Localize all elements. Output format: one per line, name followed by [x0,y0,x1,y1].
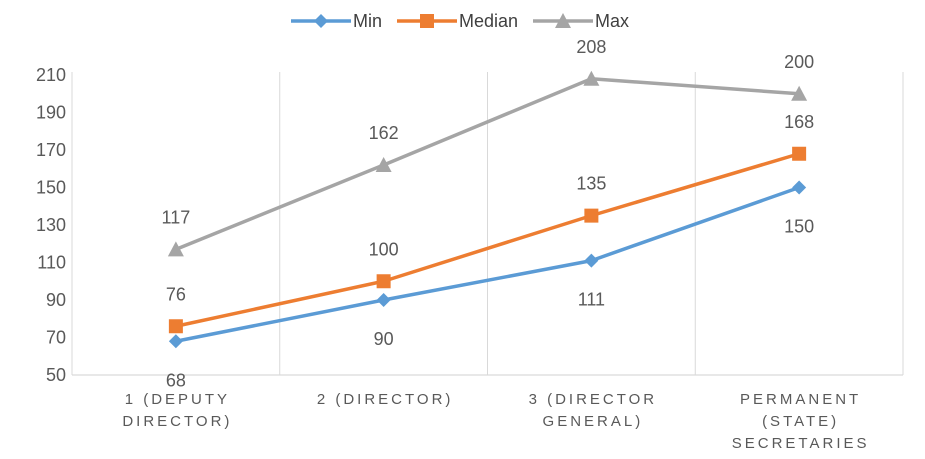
max-data-label: 162 [369,123,399,143]
max-series-line [175,77,800,251]
y-tick-label: 130 [36,215,66,235]
x-tick-label: PERMANENT (STATE) SECRETARIES [732,391,870,452]
y-tick-label: 90 [46,290,66,310]
median-series-line [175,152,800,328]
legend-max-label: Max [595,11,629,31]
legend-median-label: Median [459,11,518,31]
axes: 50 70 90 110 130 150 170 190 210 1 (DEPUTY DIRECTO… [36,65,903,452]
legend: Min Median Max [291,11,629,31]
max-data-point [583,70,600,86]
x-tick-label: 1 (DEPUTY DIRECTOR) [122,391,232,430]
min-series-line [175,185,800,343]
median-data-point [792,146,807,161]
max-data-label: 208 [576,37,606,57]
median-data-point [168,319,183,334]
min-data-point [376,293,391,307]
min-data-point [584,253,599,268]
min-data-label: 90 [374,329,394,349]
min-data-point [168,334,183,349]
median-data-point [584,208,599,223]
min-data-label: 68 [166,370,186,390]
x-tick-label: 3 (DIRECTOR GENERAL) [529,391,658,430]
y-tick-label: 210 [36,65,66,85]
y-tick-label: 50 [46,365,66,385]
y-tick-label: 150 [36,178,66,198]
max-data-label: 117 [162,207,191,227]
max-data-point [167,241,184,257]
min-data-point [792,180,807,195]
y-tick-label: 70 [46,328,66,348]
y-tick-label: 190 [36,103,66,123]
legend-min-marker [314,14,328,28]
data-labels: 68 90 111 150 76 100 135 168 117 162 208 200 [162,37,815,391]
y-tick-label: 110 [37,253,66,273]
median-data-label: 135 [576,174,606,194]
legend-max-marker [555,13,571,28]
median-data-point [376,274,391,289]
median-data-label: 100 [369,239,399,259]
x-tick-label: 2 (DIRECTOR) [317,391,454,408]
median-data-label: 168 [784,112,814,132]
max-data-point [791,85,808,101]
legend-min-label: Min [353,11,382,31]
y-tick-label: 170 [36,140,66,160]
series-layer [167,70,808,349]
median-data-label: 76 [166,284,186,304]
max-data-point [375,157,392,172]
max-data-label: 200 [784,52,814,72]
min-data-label: 150 [784,217,814,237]
min-data-label: 111 [578,290,605,310]
legend-median-marker [420,14,434,28]
grid [71,72,904,375]
